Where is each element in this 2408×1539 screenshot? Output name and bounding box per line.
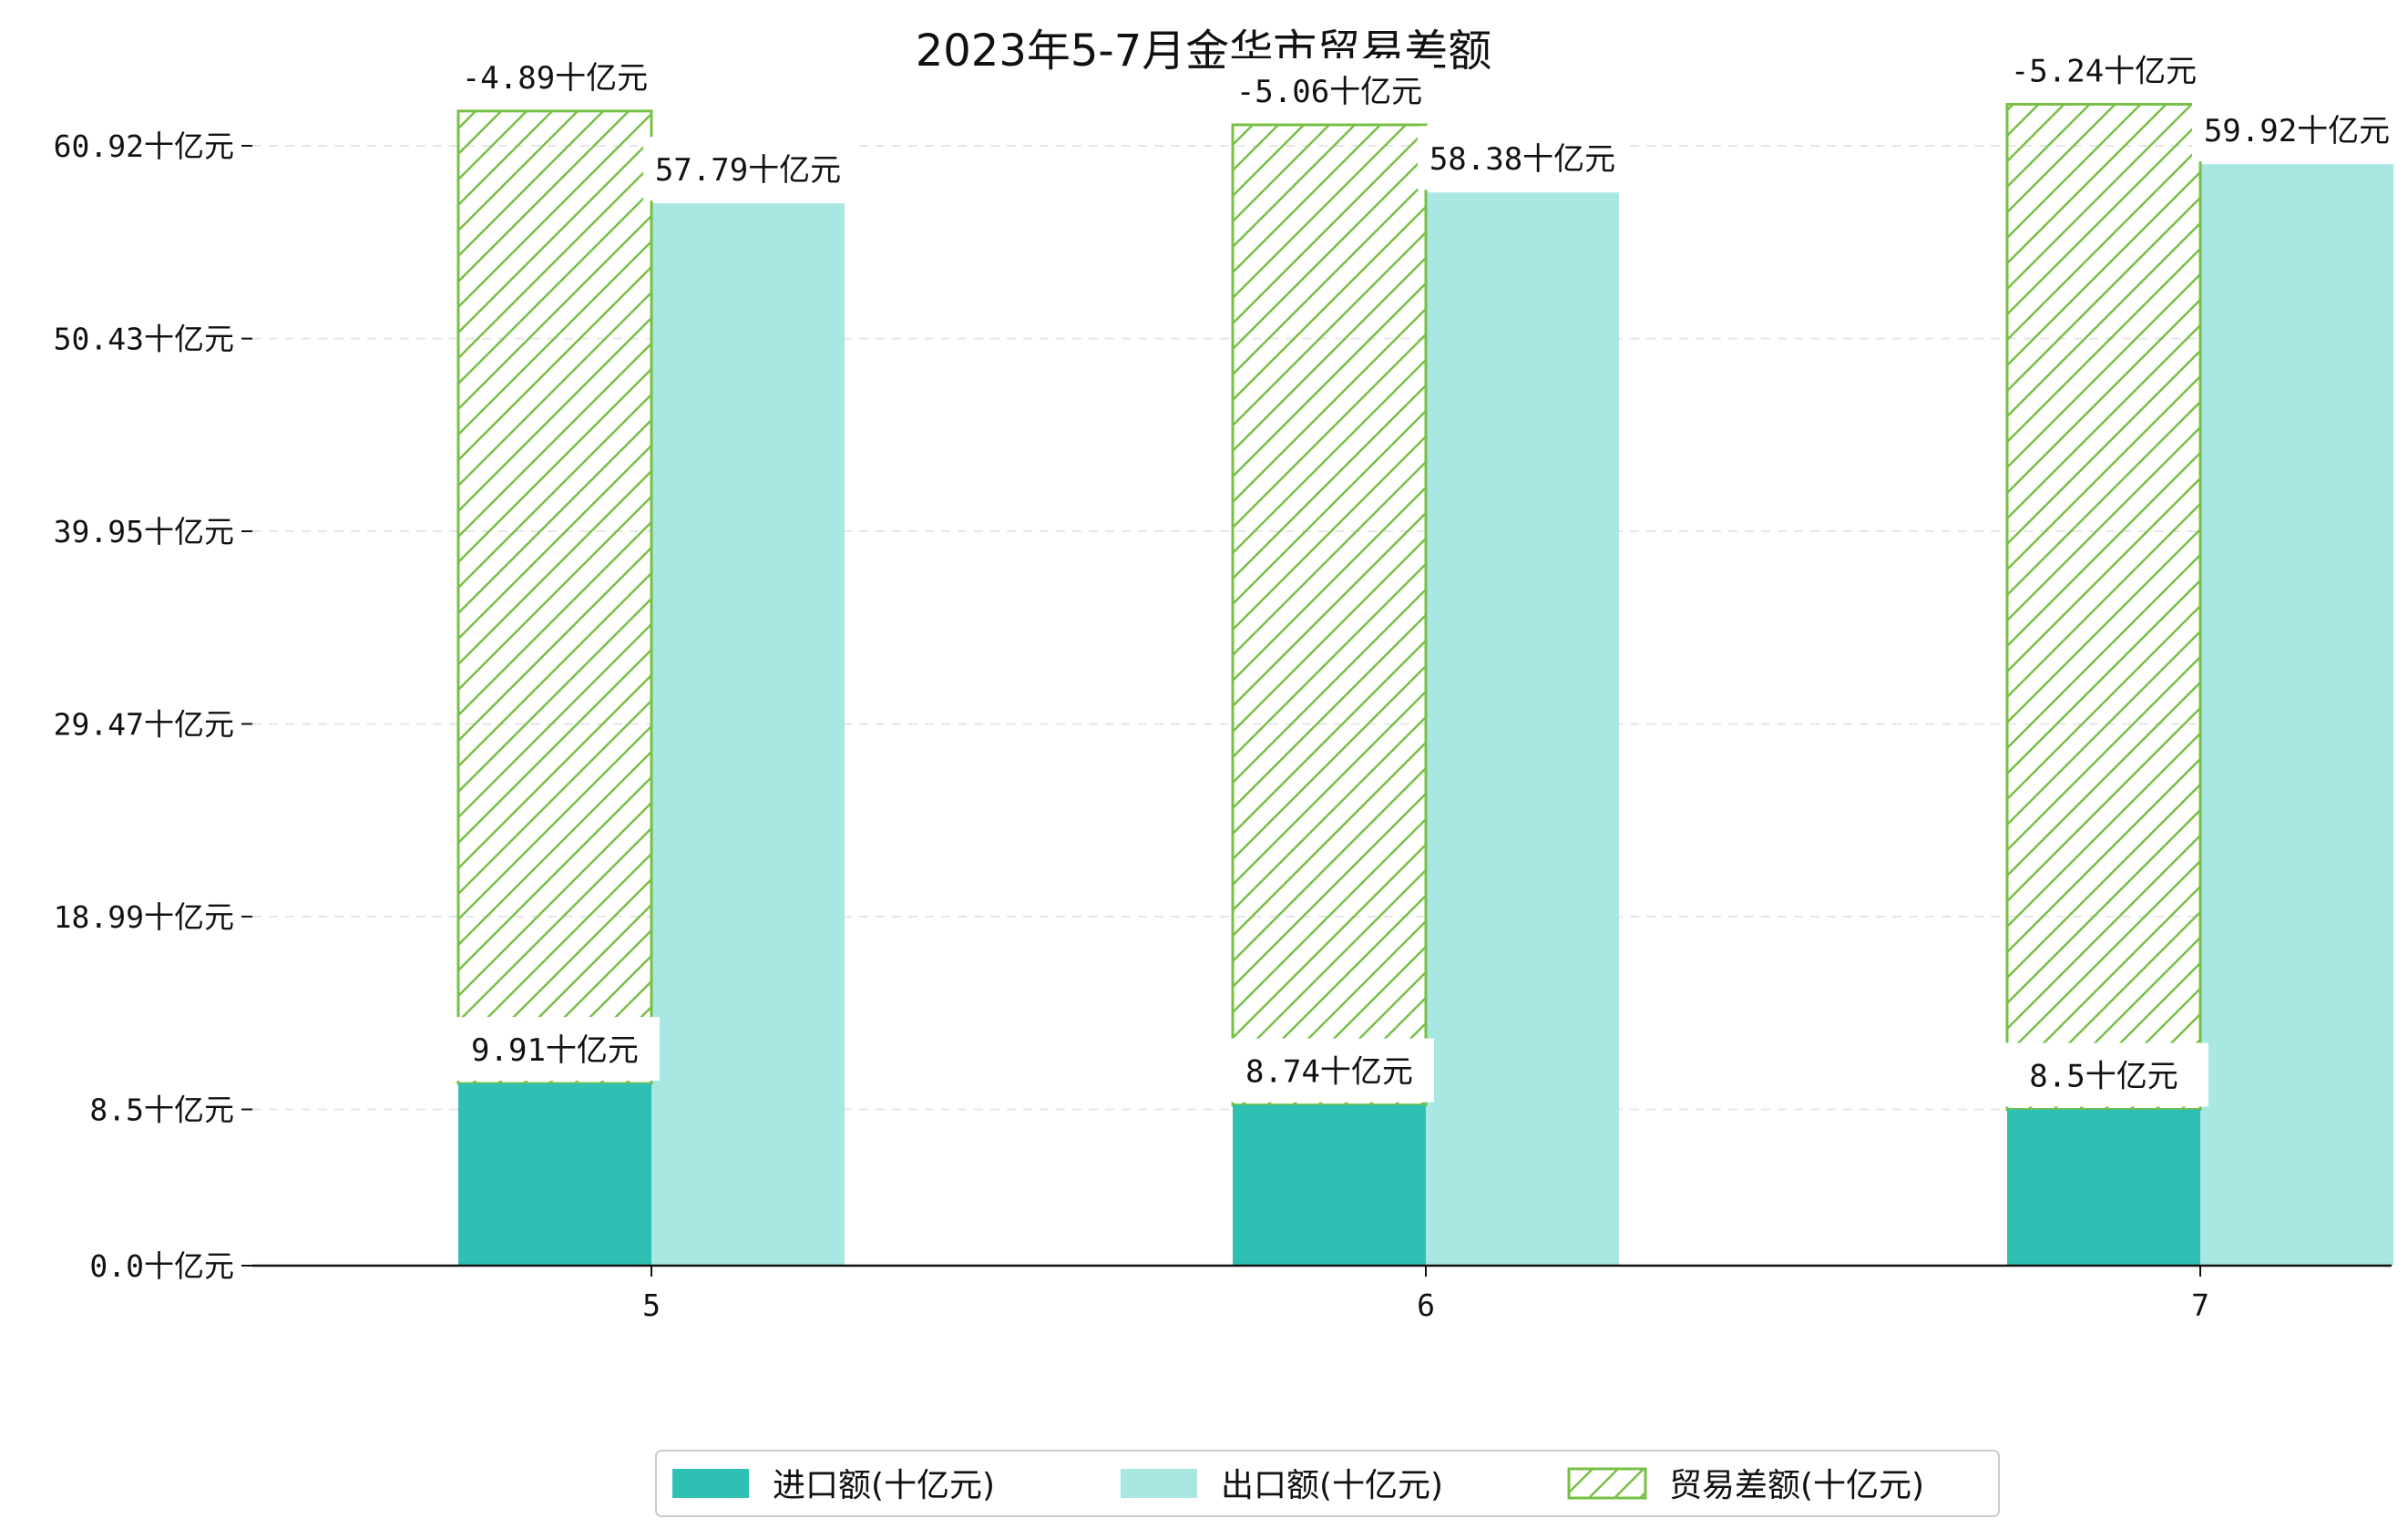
label-balance-5: -4.89十亿元 <box>462 60 648 97</box>
y-tick-label: 0.0十亿元 <box>89 1248 234 1284</box>
label-export-6-bg <box>1418 126 1627 190</box>
bar-export-6 <box>1426 192 1619 1267</box>
legend-label-0: 进口额(十亿元) <box>773 1467 995 1504</box>
legend: 进口额(十亿元) 出口额(十亿元) 贸易差额(十亿元) <box>655 1450 2000 1517</box>
y-tick-label: 8.5十亿元 <box>89 1093 234 1128</box>
bar-import-6 <box>1233 1104 1426 1266</box>
legend-label-2: 贸易差额(十亿元) <box>1669 1467 1924 1504</box>
bar-export-5 <box>651 203 845 1266</box>
bar-import-5 <box>458 1083 651 1266</box>
y-tick-label: 29.47十亿元 <box>54 706 234 742</box>
bars <box>456 102 2393 1267</box>
label-import-7-bg <box>1999 1042 2208 1107</box>
y-tick-label: 60.92十亿元 <box>54 128 234 164</box>
label-balance-6-bg <box>1224 58 1434 123</box>
label-export-5: 57.79十亿元 <box>655 152 841 189</box>
label-balance-6: -5.06十亿元 <box>1236 74 1422 110</box>
legend-label-1: 出口额(十亿元) <box>1221 1467 1443 1504</box>
axes: 0.0十亿元 8.5十亿元 18.99十亿元 29.47十亿元 39.95十亿元 50.4… <box>54 128 2392 1323</box>
bar-balance-6 <box>1231 123 1428 1107</box>
label-balance-5-bg <box>450 44 660 108</box>
label-export-5-bg <box>643 137 853 201</box>
label-import-6-bg <box>1224 1038 1434 1103</box>
label-import-5: 9.91十亿元 <box>471 1032 639 1069</box>
legend-swatch-1 <box>1121 1469 1197 1498</box>
y-tick-label: 39.95十亿元 <box>54 514 234 549</box>
label-import-7: 8.5十亿元 <box>2029 1059 2177 1095</box>
label-export-7: 59.92十亿元 <box>2204 113 2390 149</box>
bar-import-7 <box>2007 1109 2200 1266</box>
x-tick-label-7: 7 <box>2191 1288 2209 1323</box>
y-tick-label: 50.43十亿元 <box>54 322 234 357</box>
legend-box <box>655 1450 2000 1517</box>
label-export-6: 58.38十亿元 <box>1429 141 1615 178</box>
data-labels: 57.79十亿元 -4.89十亿元 9.91十亿元 58.38十亿元-5.06十亿元 8… <box>450 37 2402 1107</box>
x-tick-label-5: 5 <box>642 1288 661 1323</box>
bar-balance-7 <box>2005 102 2202 1112</box>
y-tick-label: 18.99十亿元 <box>54 899 234 935</box>
bar-export-7 <box>2200 164 2393 1267</box>
legend-swatch-2 <box>1567 1467 1647 1500</box>
label-export-7-bg <box>2192 97 2402 162</box>
label-balance-7: -5.24十亿元 <box>2011 53 2197 89</box>
bar-balance-5 <box>456 109 653 1085</box>
label-balance-7-bg <box>1999 37 2208 102</box>
label-import-6: 8.74十亿元 <box>1245 1054 1413 1091</box>
legend-swatch-0 <box>672 1469 749 1498</box>
label-import-5-bg <box>450 1017 660 1082</box>
x-tick-label-6: 6 <box>1417 1288 1435 1323</box>
